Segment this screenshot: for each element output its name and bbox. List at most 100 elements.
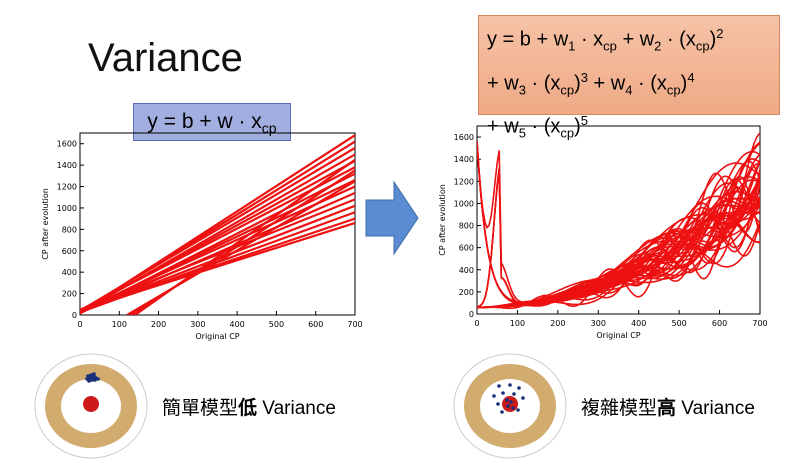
- arrow-shape: [365, 180, 419, 256]
- fit-line: [134, 158, 355, 315]
- eq-term: · (x: [632, 72, 667, 95]
- y-tick-label: 1400: [454, 155, 474, 164]
- slide-title: Variance: [88, 36, 243, 80]
- caption-prefix: 複雜模型: [581, 398, 658, 419]
- eq-sub: cp: [695, 38, 710, 54]
- x-tick-label: 100: [112, 320, 127, 329]
- y-tick-label: 200: [62, 290, 77, 299]
- high-variance-caption: 複雜模型高 Variance: [581, 393, 755, 420]
- eq-term: + w: [487, 115, 519, 138]
- complex-eq-line2: + w3 · (xcp)3 + w4 · (xcp)4: [487, 62, 771, 106]
- eq-sub: 5: [518, 125, 526, 141]
- complex-eq-line1: y = b + w1 · xcp + w2 · (xcp)2: [487, 18, 771, 62]
- fit-line: [80, 221, 355, 312]
- eq-term: ): [574, 115, 581, 138]
- y-tick-label: 200: [459, 288, 474, 297]
- eq-sub: cp: [603, 38, 617, 54]
- x-tick-label: 200: [550, 319, 565, 328]
- y-tick-label: 1200: [57, 183, 77, 192]
- y-tick-label: 600: [459, 244, 474, 253]
- plot-frame: [476, 125, 761, 315]
- fit-curve: [477, 142, 760, 309]
- x-tick-label: 600: [712, 319, 727, 328]
- eq-sub: 2: [654, 38, 662, 54]
- x-tick-label: 500: [269, 320, 284, 329]
- low-variance-caption: 簡單模型低 Variance: [162, 393, 336, 420]
- y-axis-label: CP after evolution: [41, 188, 50, 260]
- fit-line: [80, 191, 355, 314]
- y-tick-label: 800: [459, 222, 474, 231]
- high-variance-target-icon: [453, 353, 567, 459]
- eq-sub: 3: [518, 82, 526, 98]
- y-tick-label: 800: [62, 225, 77, 234]
- eq-sub: 4: [625, 82, 633, 98]
- eq-term: y = b + w: [487, 28, 569, 51]
- fit-curves: [477, 132, 760, 310]
- caption-bold: 高: [657, 398, 677, 419]
- y-tick-label: 400: [62, 268, 77, 277]
- eq-term: + w: [616, 28, 655, 51]
- eq-sup: 2: [716, 26, 724, 41]
- x-tick-label: 700: [752, 319, 767, 328]
- eq-sub: cp: [560, 125, 575, 141]
- right-arrow-icon: [365, 180, 419, 256]
- x-tick-label: 0: [77, 320, 82, 329]
- eq-term: ): [574, 72, 581, 95]
- eq-sub: cp: [666, 82, 681, 98]
- x-tick-label: 400: [230, 320, 245, 329]
- target-bullseye: [502, 396, 518, 412]
- y-tick-label: 400: [459, 266, 474, 275]
- x-tick-label: 0: [474, 319, 479, 328]
- y-tick-label: 1000: [454, 199, 474, 208]
- x-tick-label: 600: [308, 320, 323, 329]
- eq-term: + w: [487, 72, 519, 95]
- eq-sub: 1: [568, 38, 576, 54]
- eq-sub: cp: [560, 82, 575, 98]
- fit-lines: [80, 134, 355, 315]
- simple-model-equation: y = b + w · xcp: [133, 103, 291, 141]
- eq-term: · (x: [525, 115, 561, 138]
- eq-term: + w: [588, 72, 626, 95]
- x-tick-label: 300: [591, 319, 606, 328]
- simple-eq-main: y = b + w · x: [147, 110, 262, 133]
- y-tick-label: 1600: [454, 133, 474, 142]
- caption-bold: 低: [238, 398, 258, 419]
- x-tick-label: 700: [347, 320, 362, 329]
- eq-sup: 3: [580, 69, 588, 85]
- x-tick-label: 500: [672, 319, 687, 328]
- eq-term: ): [680, 72, 688, 95]
- y-tick-label: 0: [72, 311, 77, 320]
- y-tick-label: 1600: [57, 140, 77, 149]
- caption-suffix: Variance: [257, 398, 336, 419]
- fit-curve: [477, 210, 760, 309]
- eq-term: · (x: [661, 28, 696, 51]
- x-axis-label: Original CP: [195, 332, 239, 341]
- y-tick-label: 1200: [454, 177, 474, 186]
- eq-sup: 4: [687, 69, 695, 85]
- low-variance-target-icon: [34, 353, 148, 459]
- eq-sup: 5: [580, 113, 588, 129]
- target-bullseye: [83, 396, 99, 412]
- simple-model-chart: 0 100 200 300 400 500 600 700 0 200 400 600 800 1000 1…: [41, 132, 363, 341]
- x-tick-label: 100: [510, 319, 525, 328]
- fit-line: [80, 198, 355, 311]
- y-tick-label: 600: [62, 247, 77, 256]
- eq-term: ): [709, 28, 717, 51]
- fit-line: [80, 147, 355, 312]
- simple-eq-sub: cp: [261, 120, 277, 137]
- complex-eq-line3: + w5 · (xcp)5: [487, 105, 771, 149]
- y-tick-label: 1400: [57, 161, 77, 170]
- x-tick-label: 200: [151, 320, 166, 329]
- y-axis-label: CP after evolution: [438, 184, 447, 256]
- fit-line: [126, 180, 355, 315]
- caption-suffix: Variance: [676, 398, 755, 419]
- caption-prefix: 簡單模型: [162, 398, 239, 419]
- x-tick-label: 300: [190, 320, 205, 329]
- y-tick-label: 0: [469, 310, 474, 319]
- y-tick-label: 1000: [57, 204, 77, 213]
- eq-term: · x: [575, 28, 604, 51]
- complex-model-chart: 0 100 200 300 400 500 600 700 0 200 400 600 800 1000 1…: [438, 125, 768, 340]
- prediction-dots: [492, 383, 525, 414]
- x-tick-label: 400: [631, 319, 646, 328]
- eq-term: · (x: [525, 72, 561, 95]
